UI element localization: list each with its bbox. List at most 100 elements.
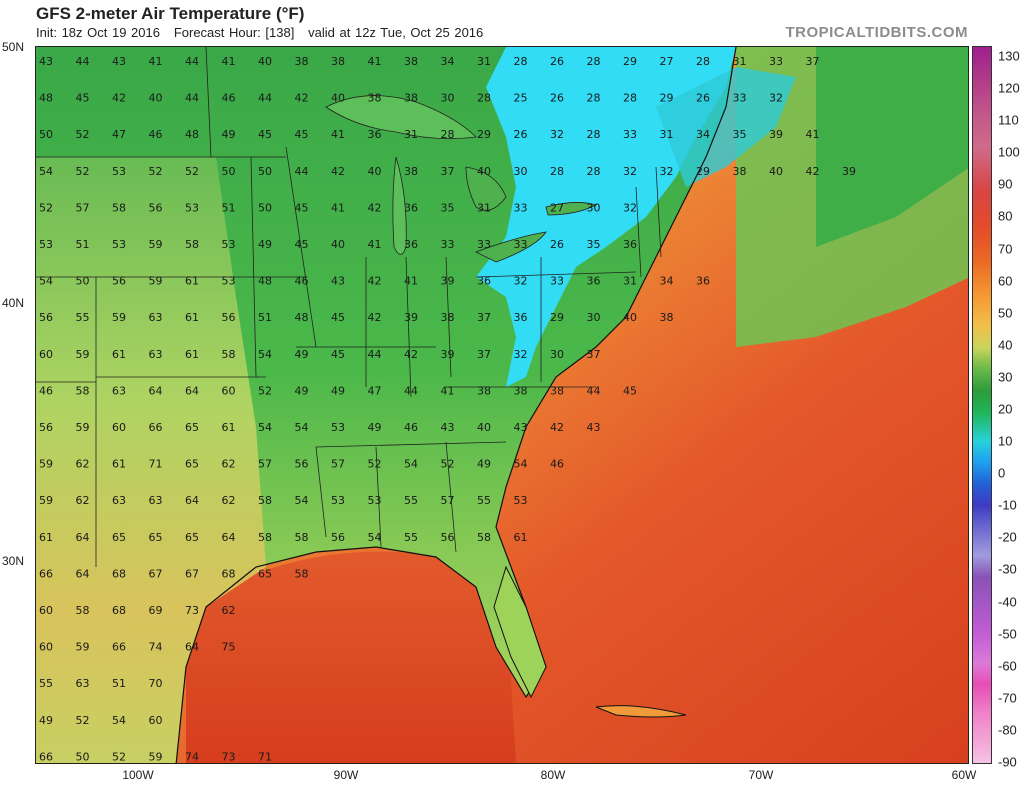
station-value: 45 (623, 384, 637, 397)
station-value: 49 (295, 384, 309, 397)
station-value: 45 (295, 128, 309, 141)
station-value: 28 (550, 165, 564, 178)
station-value: 50 (222, 165, 236, 178)
station-value: 53 (514, 494, 528, 507)
station-value: 44 (295, 165, 309, 178)
station-value: 26 (550, 238, 564, 251)
station-value: 41 (331, 128, 345, 141)
temperature-map[interactable]: 43 44 43 41 44 41 40 38 38 41 38 34 31 28 26 28 29 27 28 31… (35, 46, 969, 764)
colorbar-tick-label: -20 (998, 529, 1017, 545)
station-value: 50 (258, 165, 272, 178)
station-value: 27 (550, 201, 564, 214)
cold-airmass-north (656, 67, 796, 187)
colorbar-tick-label: 70 (998, 241, 1013, 257)
station-value: 68 (112, 604, 126, 617)
station-value: 28 (514, 55, 528, 68)
station-value: 64 (76, 531, 90, 544)
station-value: 73 (185, 604, 199, 617)
gulf-of-mexico (186, 551, 516, 763)
header: GFS 2-meter Air Temperature (°F) Init: 1… (0, 0, 1024, 46)
station-value: 54 (295, 421, 309, 434)
lake-huron (465, 166, 507, 211)
station-value: 36 (696, 275, 710, 288)
station-value: 53 (112, 165, 126, 178)
station-value: 26 (550, 55, 564, 68)
station-value: 58 (258, 494, 272, 507)
station-value: 57 (441, 494, 455, 507)
lon-label-90w: 90W (333, 768, 359, 782)
station-value: 51 (222, 201, 236, 214)
station-value: 37 (477, 348, 491, 361)
station-value: 52 (76, 714, 90, 727)
station-value: 60 (222, 384, 236, 397)
station-value: 27 (660, 55, 674, 68)
station-value: 36 (477, 275, 491, 288)
station-value: 42 (112, 92, 126, 105)
station-value: 36 (623, 238, 637, 251)
station-value: 63 (76, 677, 90, 690)
station-value: 53 (331, 421, 345, 434)
colorbar-tick-label: 50 (998, 305, 1013, 321)
station-value: 53 (331, 494, 345, 507)
station-value: 56 (39, 421, 53, 434)
station-value: 33 (514, 238, 528, 251)
station-value: 58 (295, 567, 309, 580)
station-value: 35 (733, 128, 747, 141)
station-value: 43 (39, 55, 53, 68)
station-value: 53 (112, 238, 126, 251)
station-value: 61 (222, 421, 236, 434)
station-value: 64 (185, 384, 199, 397)
cuba (595, 705, 687, 718)
station-value: 54 (295, 494, 309, 507)
station-value: 58 (295, 531, 309, 544)
station-value: 36 (404, 238, 418, 251)
station-value: 49 (368, 421, 382, 434)
station-value: 64 (76, 567, 90, 580)
station-value: 28 (477, 92, 491, 105)
station-value: 61 (514, 531, 528, 544)
station-value: 58 (477, 531, 491, 544)
station-value: 32 (514, 348, 528, 361)
station-value: 70 (149, 677, 163, 690)
station-value: 30 (587, 201, 601, 214)
station-value: 61 (112, 348, 126, 361)
station-value: 52 (112, 750, 126, 763)
station-value: 32 (623, 201, 637, 214)
station-value: 48 (258, 275, 272, 288)
station-value: 45 (331, 348, 345, 361)
station-value: 25 (514, 92, 528, 105)
station-value: 62 (76, 458, 90, 471)
lat-label-30n: 30N (2, 554, 25, 568)
lon-label-80w: 80W (540, 768, 566, 782)
station-value: 74 (185, 750, 199, 763)
map-title: GFS 2-meter Air Temperature (°F) (36, 4, 305, 23)
station-value: 41 (368, 238, 382, 251)
station-value: 33 (623, 128, 637, 141)
station-value: 41 (368, 55, 382, 68)
station-value: 63 (149, 348, 163, 361)
station-value: 65 (185, 531, 199, 544)
station-value: 60 (112, 421, 126, 434)
station-value: 49 (331, 384, 345, 397)
station-value: 53 (39, 238, 53, 251)
station-value: 54 (368, 531, 382, 544)
station-value: 52 (441, 458, 455, 471)
station-value: 55 (477, 494, 491, 507)
station-value: 38 (441, 311, 455, 324)
station-value: 54 (39, 275, 53, 288)
valid-time: valid at 12z Tue, Oct 25 2016 (308, 25, 484, 40)
station-value: 65 (258, 567, 272, 580)
station-value: 59 (149, 275, 163, 288)
station-value: 28 (696, 55, 710, 68)
station-value: 44 (258, 92, 272, 105)
station-value: 38 (295, 55, 309, 68)
colorbar-tick-label: 60 (998, 273, 1013, 289)
station-value: 64 (149, 384, 163, 397)
init-time: Init: 18z Oct 19 2016 (36, 25, 160, 40)
station-value: 58 (185, 238, 199, 251)
lat-label-50n: 50N (2, 40, 25, 54)
station-value: 44 (587, 384, 601, 397)
station-value: 39 (404, 311, 418, 324)
station-value: 40 (258, 55, 272, 68)
station-value: 41 (441, 384, 455, 397)
